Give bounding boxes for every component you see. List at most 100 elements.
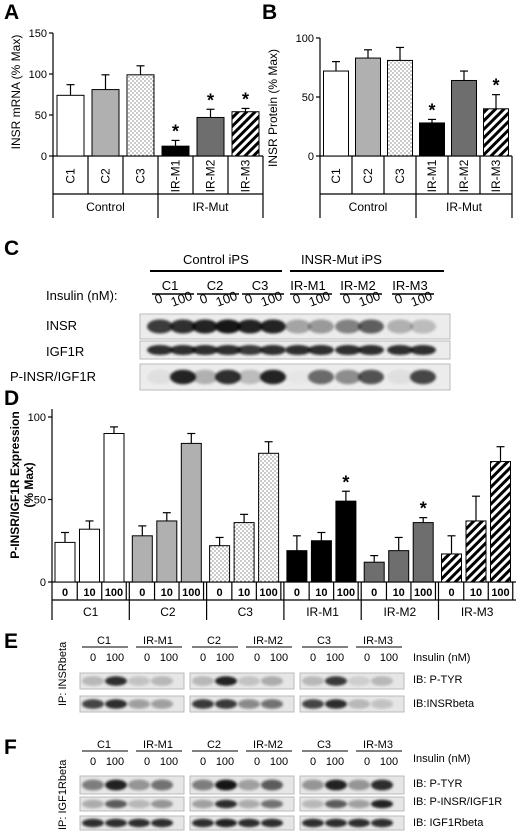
panel-b-group-control: Control (349, 200, 388, 214)
panel-a-ylabel: INSR mRNA (% Max) (9, 35, 23, 150)
panel-c-band (237, 344, 263, 356)
panel-a-category-label: C3 (134, 168, 148, 184)
panel-a-group-control: Control (86, 200, 125, 214)
panel-c-band (308, 319, 334, 334)
panel-d-dose-label: 0 (448, 587, 454, 599)
panel-d-bar-c1-100 (103, 433, 125, 583)
panel-f-band (371, 779, 393, 791)
panel-f-dose-label: 0 (364, 756, 370, 768)
panel-c-dose-label: 0 (242, 290, 254, 307)
panel-c-band (260, 319, 286, 334)
panel-e-dose-label: 0 (254, 652, 260, 664)
panel-d-dose-label: 0 (217, 587, 223, 599)
panel-b-group-mutant: IR-Mut (446, 200, 483, 214)
panel-e-band (151, 676, 173, 686)
panel-d-bar-ir-m2-10 (388, 550, 410, 583)
panel-a-group-mutant: IR-Mut (193, 200, 230, 214)
panel-f-label: F (4, 736, 17, 759)
panel-e-band (261, 676, 283, 686)
panel-e-band (151, 699, 173, 709)
panel-a-bar-ir-m2 (196, 116, 225, 157)
panel-c-band (260, 369, 286, 385)
panel-f-band (371, 799, 393, 809)
panel-a-label: A (4, 1, 19, 24)
panel-d-group-label: C1 (83, 605, 99, 619)
panel-d-label: D (4, 387, 19, 410)
panel-d-dose-label: 0 (139, 587, 145, 599)
panel-c-band (260, 344, 286, 356)
panel-f-row-ptyr: IB: P-TYR (413, 778, 463, 790)
panel-c-band (308, 369, 334, 385)
panel-b-category-label: C1 (329, 168, 343, 184)
panel-c-header-control: Control iPS (183, 252, 249, 267)
panel-f-band (128, 779, 150, 791)
panel-d-bar-ir-m3-100 (490, 461, 511, 583)
panel-d-dose-label: 10 (161, 587, 173, 599)
panel-c-dose-label: 100 (259, 288, 285, 310)
panel-a-y-tick-label: 100 (29, 69, 47, 81)
panel-e-band (371, 699, 393, 709)
panel-e-line-label: C1 (97, 635, 111, 647)
panel-a-y-tick-label: 150 (29, 28, 47, 40)
panel-c-band (170, 319, 196, 334)
panel-b-bar-c3 (387, 59, 413, 157)
panel-c-row-insr: INSR (46, 318, 77, 333)
panel-c-band (170, 344, 196, 356)
panel-c-band (410, 369, 436, 385)
panel-c-row-pinsr: P-INSR/IGF1R (10, 369, 96, 384)
panel-f-band (82, 818, 104, 828)
panel-a-category-label: C1 (64, 168, 78, 184)
panel-c-band (215, 319, 241, 334)
panel-e-line-label: C2 (207, 635, 221, 647)
panel-f-band (261, 779, 283, 791)
panel-e-dose-label: 100 (380, 652, 398, 664)
panel-e-dose-label: 0 (200, 652, 206, 664)
panel-f-line-label: C3 (317, 739, 331, 751)
panel-c-band (237, 319, 263, 334)
panel-c-band (147, 319, 173, 334)
panel-c-line-label: C1 (162, 278, 179, 293)
panel-f-band (261, 799, 283, 809)
panel-d-group-label: IR-M3 (461, 605, 494, 619)
panel-e-dose-label: 100 (270, 652, 288, 664)
panel-e-dose-label: 100 (326, 652, 344, 664)
panel-b-bar-ir-m1 (419, 122, 445, 157)
panel-c-row-igf1r: IGF1R (46, 344, 84, 359)
panel-d-dose-label: 100 (337, 587, 355, 599)
panel-c-dose-label: 100 (307, 288, 333, 310)
panel-d-y-tick-label: 50 (34, 495, 46, 507)
panel-f-band (371, 818, 393, 828)
panel-c-dose-label: 100 (214, 288, 240, 310)
panel-d-dose-label: 10 (393, 587, 405, 599)
panel-e-insulin-label: Insulin (nM) (413, 652, 470, 664)
panel-c-band (147, 369, 173, 385)
panel-c-band (410, 319, 436, 334)
panel-d-bar-ir-m3-10 (465, 520, 487, 583)
panel-e-band (238, 676, 260, 686)
panel-d-group-label: IR-M2 (384, 605, 417, 619)
panel-e-band (238, 699, 260, 709)
panel-e-band (325, 699, 347, 709)
panel-f-line-label: IR-M2 (253, 739, 283, 751)
panel-f-dose-label: 0 (200, 756, 206, 768)
panel-c-band (192, 369, 218, 385)
panel-f-band (192, 799, 214, 809)
panel-e-band (82, 699, 104, 709)
panel-d-bar-c1-10 (79, 528, 100, 583)
panel-e-dose-label: 100 (160, 652, 178, 664)
panel-c-band (285, 344, 311, 356)
panel-e-line-label: C3 (317, 635, 331, 647)
panel-f-band (238, 779, 260, 791)
panel-d-bar-c3-0 (209, 545, 231, 583)
panel-c-band (387, 369, 413, 385)
panel-c-dose-label: 0 (152, 290, 164, 307)
panel-a-bar-c1 (56, 94, 85, 157)
panel-f-band (238, 799, 260, 809)
panel-c-band (192, 319, 218, 334)
panel-e-dose-label: 100 (216, 652, 234, 664)
panel-e-band (215, 676, 237, 686)
panel-f-band (302, 779, 324, 791)
